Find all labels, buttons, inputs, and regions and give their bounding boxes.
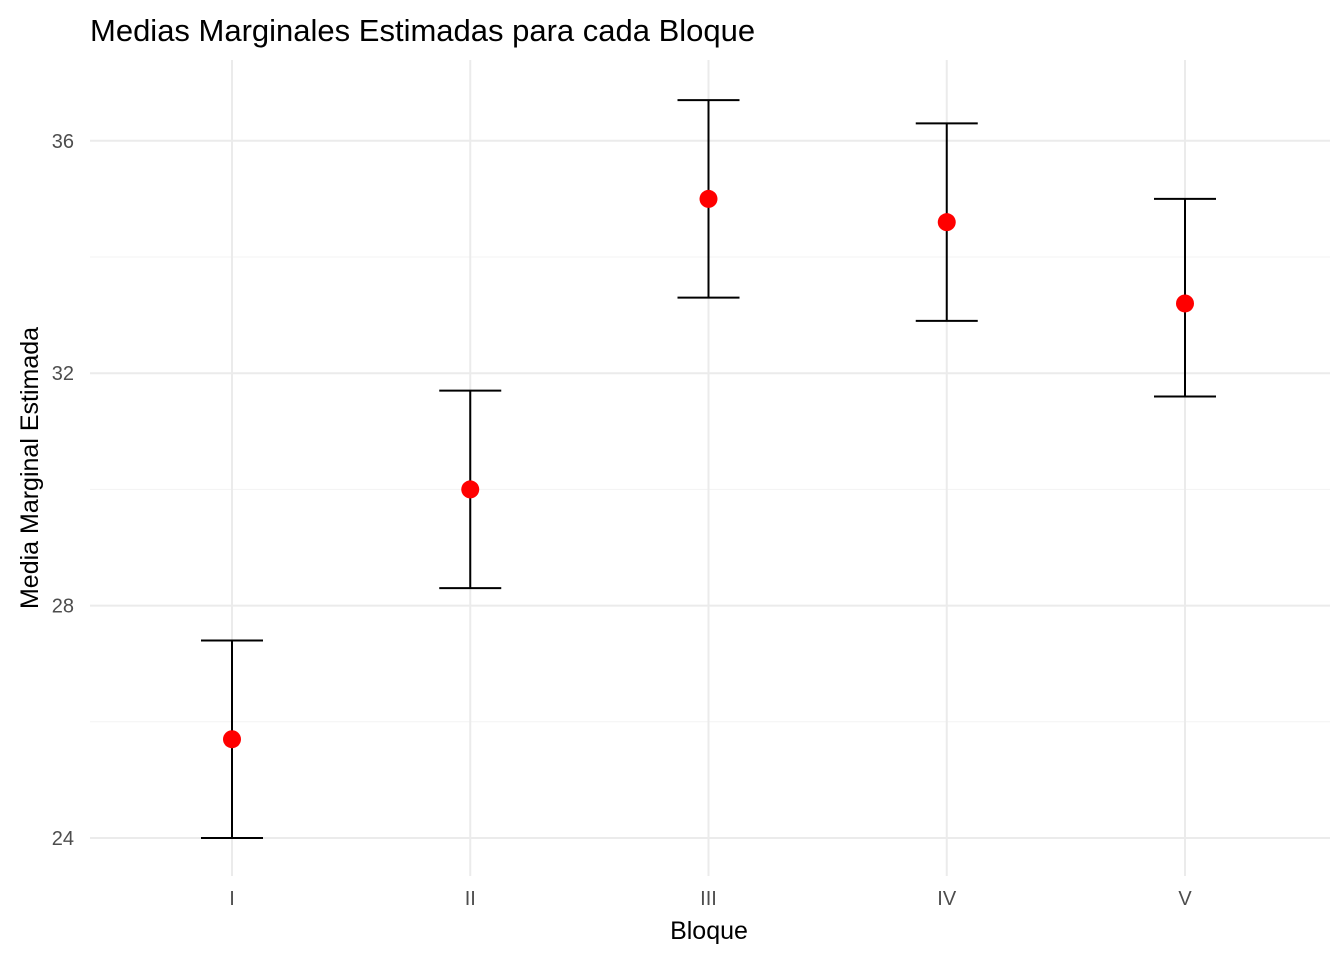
data-point: [461, 480, 480, 499]
y-tick-label: 28: [52, 596, 74, 618]
data-point: [1176, 294, 1194, 313]
grid: [90, 60, 1330, 876]
points: [223, 189, 1194, 749]
data-point: [699, 189, 718, 208]
x-axis-ticks: I II III IV V: [229, 888, 1192, 910]
data-point: [223, 730, 241, 749]
y-tick-label: 36: [52, 131, 74, 153]
x-axis-title: Bloque: [670, 917, 748, 945]
x-tick-label: II: [465, 888, 476, 910]
x-tick-label: V: [1178, 888, 1192, 910]
y-axis-title: Media Marginal Estimada: [16, 327, 44, 609]
x-tick-label: IV: [937, 888, 957, 910]
chart-title: Medias Marginales Estimadas para cada Bl…: [90, 13, 755, 48]
data-point: [937, 213, 956, 232]
y-tick-label: 24: [52, 828, 74, 850]
y-tick-label: 32: [52, 363, 74, 385]
x-tick-label: III: [700, 888, 717, 910]
y-axis-ticks: 24 28 32 36: [52, 131, 74, 850]
x-tick-label: I: [229, 888, 235, 910]
